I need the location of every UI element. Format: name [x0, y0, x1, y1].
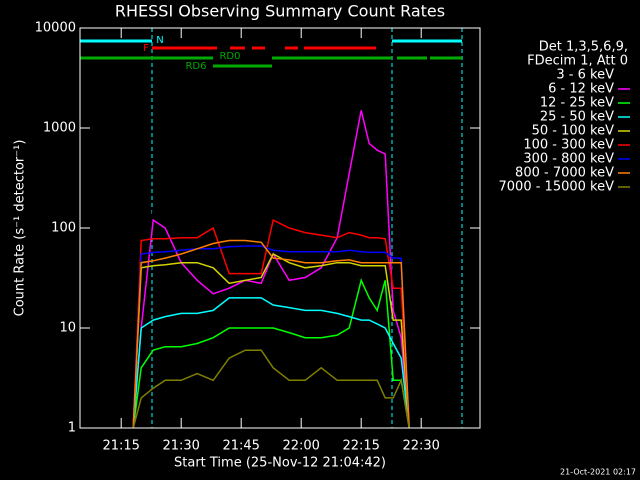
y-tick-label: 1	[68, 421, 76, 436]
x-tick-label: 22:30	[402, 439, 439, 454]
series-line	[132, 349, 410, 429]
x-tick-label: 21:30	[162, 439, 199, 454]
flag-label: RD6	[185, 61, 206, 72]
legend-label: 12 - 25 keV	[540, 96, 614, 111]
x-tick-label: 21:45	[222, 439, 259, 454]
legend-label: 50 - 100 keV	[532, 124, 615, 139]
y-tick-label: 100	[51, 221, 76, 236]
flag-label: N	[156, 35, 163, 46]
series-line	[132, 239, 410, 429]
flag-label: F	[143, 43, 149, 54]
series-line	[132, 252, 410, 429]
legend-label: 6 - 12 keV	[548, 82, 614, 97]
legend-label: 7000 - 15000 keV	[499, 180, 615, 195]
y-axis-label: Count Rate (s⁻¹ detector⁻¹)	[13, 140, 28, 317]
series-line	[132, 219, 410, 429]
flag-label: RD0	[219, 51, 240, 62]
y-tick-label: 1000	[43, 121, 76, 136]
legend-label: 25 - 50 keV	[540, 110, 614, 125]
legend-label: 300 - 800 keV	[523, 152, 614, 167]
legend-header: FDecim 1, Att 0	[527, 54, 628, 69]
series-line	[132, 119, 410, 429]
x-tick-label: 22:15	[342, 439, 379, 454]
y-tick-label: 10000	[35, 21, 76, 36]
legend-label: 800 - 7000 keV	[515, 166, 614, 181]
legend-label: 100 - 300 keV	[523, 138, 614, 153]
chart-title: RHESSI Observing Summary Count Rates	[115, 2, 445, 21]
x-tick-label: 22:00	[282, 439, 319, 454]
series-line	[132, 278, 410, 429]
legend-label: 3 - 6 keV	[556, 68, 614, 83]
y-tick-label: 10	[59, 321, 76, 336]
x-axis-label: Start Time (25-Nov-12 21:04:42)	[174, 456, 386, 471]
plot-frame	[79, 27, 481, 429]
series-line	[132, 245, 410, 429]
legend-header: Det 1,3,5,6,9,	[539, 40, 628, 55]
series-line	[132, 297, 410, 429]
footer: 21-Oct-2021 02:17	[560, 468, 636, 477]
x-tick-label: 21:15	[102, 439, 139, 454]
